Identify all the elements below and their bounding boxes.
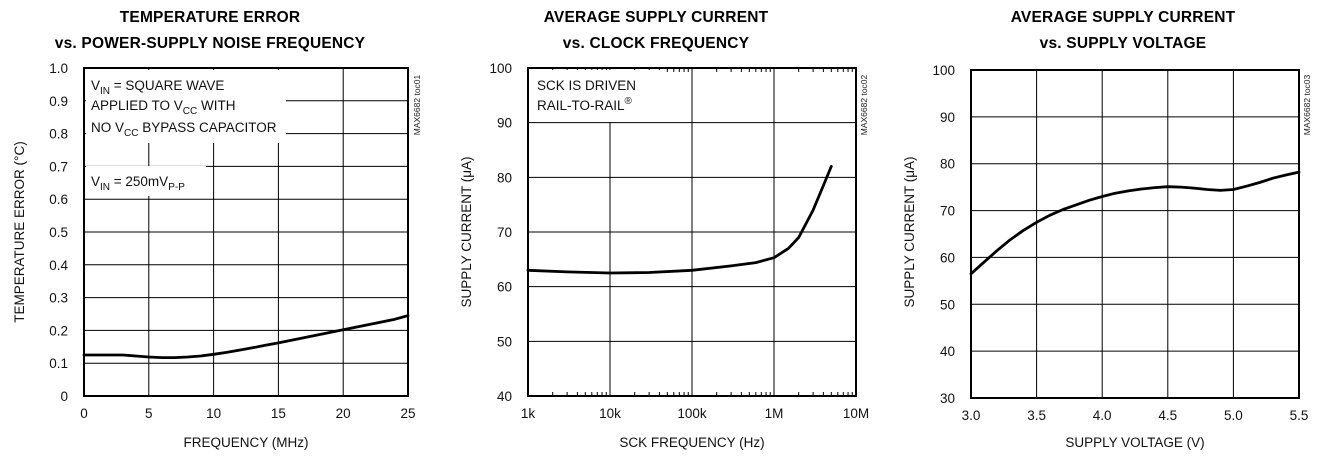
x-tick-label: 25 [400, 406, 415, 421]
y-tick-label: 60 [940, 250, 955, 265]
y-tick-label: 90 [940, 110, 955, 125]
chart1-annotation-mask [86, 70, 286, 143]
y-tick-label: 70 [497, 225, 512, 240]
x-tick-label: 1M [765, 406, 784, 421]
chart2-x-axis-label: SCK FREQUENCY (Hz) [619, 435, 764, 450]
y-tick-label: 90 [497, 116, 512, 131]
y-tick-label: 0.5 [49, 225, 68, 240]
chart3-x-tick-labels: 3.0 3.5 4.0 4.5 5.0 5.5 [962, 408, 1309, 423]
chart2-title-line2: vs. CLOCK FREQUENCY [563, 35, 750, 52]
chart2-y-tick-labels: 40 50 60 70 80 90 100 [489, 61, 512, 404]
chart1-title-line2: vs. POWER-SUPPLY NOISE FREQUENCY [55, 35, 366, 52]
y-tick-label: 80 [497, 170, 512, 185]
x-tick-label: 10 [206, 406, 221, 421]
y-tick-label: 100 [489, 61, 512, 76]
y-tick-label: 70 [940, 204, 955, 219]
x-tick-label: 5.5 [1290, 408, 1309, 423]
y-tick-label: 0.4 [49, 258, 68, 273]
y-tick-label: 0.1 [49, 356, 68, 371]
y-tick-label: 50 [497, 334, 512, 349]
y-tick-label: 60 [497, 280, 512, 295]
chart2-ticks [552, 68, 853, 396]
y-tick-label: 40 [940, 344, 955, 359]
x-tick-label: 20 [336, 406, 351, 421]
chart1-y-tick-labels: 0 0.1 0.2 0.3 0.4 0.5 0.6 0.7 0.8 0.9 1.0 [49, 61, 68, 404]
chart2-x-tick-labels: 1k 10k 100k 1M 10M [521, 406, 869, 421]
y-tick-label: 1.0 [49, 61, 68, 76]
chart1-annotation-line1: VIN = SQUARE WAVE [91, 78, 224, 97]
y-tick-label: 0.7 [49, 159, 68, 174]
chart3-x-axis-label: SUPPLY VOLTAGE (V) [1065, 435, 1204, 450]
chart2-y-axis-label: SUPPLY CURRENT (μA) [459, 156, 474, 307]
chart3-grid [971, 70, 1299, 398]
chart-supply-current-vs-voltage: AVERAGE SUPPLY CURRENT vs. SUPPLY VOLTAG… [902, 9, 1312, 450]
x-tick-label: 10k [599, 406, 621, 421]
y-tick-label: 100 [932, 63, 955, 78]
x-tick-label: 15 [271, 406, 286, 421]
chart2-annotation-mask [530, 70, 664, 122]
x-tick-label: 3.0 [962, 408, 981, 423]
chart1-annotation-line3: NO VCC BYPASS CAPACITOR [91, 120, 277, 139]
chart1-x-axis-label: FREQUENCY (MHz) [183, 435, 308, 450]
x-tick-label: 1k [521, 406, 536, 421]
y-tick-label: 50 [940, 297, 955, 312]
chart1-y-axis-label: TEMPERATURE ERROR (°C) [12, 141, 27, 322]
y-tick-label: 80 [940, 157, 955, 172]
chart2-annotation-line1: SCK IS DRIVEN [537, 78, 636, 93]
chart3-figure-code: MAX6682 toc03 [1302, 74, 1312, 135]
x-tick-label: 0 [80, 406, 88, 421]
chart2-annotation-line2: RAIL-TO-RAIL® [537, 96, 633, 113]
chart1-figure-code: MAX6682 toc01 [412, 74, 422, 135]
chart3-title-line1: AVERAGE SUPPLY CURRENT [1011, 9, 1236, 26]
chart3-plot-frame [970, 69, 1300, 399]
chart2-figure-code: MAX6682 toc02 [859, 74, 869, 135]
chart3-series-line [969, 170, 1301, 276]
chart3-y-axis-label: SUPPLY CURRENT (μA) [902, 156, 917, 307]
y-tick-label: 0 [60, 389, 68, 404]
x-tick-label: 5 [145, 406, 153, 421]
chart3-y-tick-labels: 30 40 50 60 70 80 90 100 [932, 63, 955, 406]
y-tick-label: 0.6 [49, 192, 68, 207]
chart-temperature-error: TEMPERATURE ERROR vs. POWER-SUPPLY NOISE… [12, 9, 422, 450]
x-tick-label: 4.0 [1093, 408, 1112, 423]
chart1-x-tick-labels: 0 5 10 15 20 25 [80, 406, 415, 421]
y-tick-label: 0.3 [49, 291, 68, 306]
x-tick-label: 4.5 [1158, 408, 1177, 423]
chart1-annotation-line4: VIN = 250mVP-P [91, 174, 185, 193]
chart2-grid [528, 68, 856, 396]
x-tick-label: 5.0 [1224, 408, 1243, 423]
chart1-series-line [82, 314, 410, 359]
chart-supply-current-vs-clock: AVERAGE SUPPLY CURRENT vs. CLOCK FREQUEN… [459, 9, 869, 450]
y-tick-label: 0.8 [49, 127, 68, 142]
x-tick-label: 10M [843, 406, 869, 421]
chart3-title-line2: vs. SUPPLY VOLTAGE [1040, 35, 1207, 52]
chart2-title-line1: AVERAGE SUPPLY CURRENT [544, 9, 769, 26]
chart1-annotation-mask-2 [86, 166, 206, 196]
y-tick-label: 0.2 [49, 323, 68, 338]
y-tick-label: 40 [497, 389, 512, 404]
y-tick-label: 30 [940, 391, 955, 406]
chart1-title-line1: TEMPERATURE ERROR [120, 9, 301, 26]
chart2-series-line [526, 165, 833, 275]
y-tick-label: 0.9 [49, 94, 68, 109]
x-tick-label: 3.5 [1027, 408, 1046, 423]
x-tick-label: 100k [677, 406, 707, 421]
chart1-annotation-line2: APPLIED TO VCC WITH [91, 98, 236, 117]
